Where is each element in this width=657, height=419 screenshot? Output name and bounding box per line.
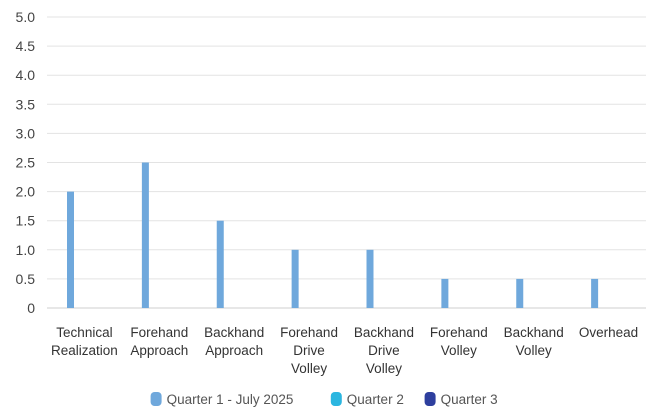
x-tick-label: Technical — [56, 325, 112, 340]
bar — [366, 249, 374, 308]
legend-swatch — [330, 392, 342, 406]
x-tick-label: Approach — [130, 343, 188, 358]
bar — [216, 220, 224, 308]
y-tick-label: 4.0 — [16, 67, 36, 83]
x-tick-label: Volley — [516, 343, 552, 358]
y-tick-label: 3.0 — [16, 125, 36, 141]
y-tick-label: 2.0 — [16, 184, 36, 200]
legend-swatch — [424, 392, 436, 406]
y-tick-label: 4.5 — [16, 38, 36, 54]
x-tick-label: Approach — [205, 343, 263, 358]
bar — [291, 249, 299, 308]
x-tick-label: Drive — [293, 343, 325, 358]
x-tick-label: Backhand — [504, 325, 564, 340]
x-tick-label: Realization — [51, 343, 118, 358]
y-tick-label: 0 — [27, 300, 35, 316]
gridlines — [47, 16, 646, 280]
x-tick-label: Volley — [366, 361, 402, 376]
y-tick-label: 5.0 — [16, 9, 36, 25]
legend-label: Quarter 1 - July 2025 — [167, 392, 294, 407]
x-tick-label: Volley — [441, 343, 477, 358]
legend-item: Quarter 3 — [424, 392, 498, 407]
bars — [67, 162, 599, 308]
y-tick-label: 1.0 — [16, 242, 36, 258]
bar — [441, 278, 449, 308]
legend: Quarter 1 - July 2025 Quarter 2 Quarter 3 — [150, 392, 498, 407]
y-tick-label: 3.5 — [16, 96, 36, 112]
x-tick-label: Volley — [291, 361, 327, 376]
bar — [591, 278, 599, 308]
x-tick-label: Backhand — [354, 325, 414, 340]
legend-label: Quarter 2 — [347, 392, 404, 407]
y-axis-ticks: 0 0.5 1.0 1.5 2.0 2.5 3.0 3.5 4.0 4.5 5.0 — [16, 9, 36, 316]
x-tick-label: Forehand — [430, 325, 488, 340]
legend-item: Quarter 2 — [330, 392, 404, 407]
x-axis-ticks: Technical Realization Forehand Approach Back… — [51, 325, 638, 376]
x-tick-label: Forehand — [130, 325, 188, 340]
y-tick-label: 0.5 — [16, 271, 36, 287]
legend-swatch — [150, 392, 162, 406]
x-tick-label: Forehand — [280, 325, 338, 340]
legend-item: Quarter 1 - July 2025 — [150, 392, 294, 407]
y-tick-label: 1.5 — [16, 213, 36, 229]
legend-label: Quarter 3 — [441, 392, 498, 407]
y-tick-label: 2.5 — [16, 155, 36, 171]
bar — [141, 162, 149, 308]
x-tick-label: Drive — [368, 343, 400, 358]
x-tick-label: Overhead — [579, 325, 638, 340]
bar — [516, 278, 524, 308]
x-tick-label: Backhand — [204, 325, 264, 340]
bar — [67, 191, 74, 308]
